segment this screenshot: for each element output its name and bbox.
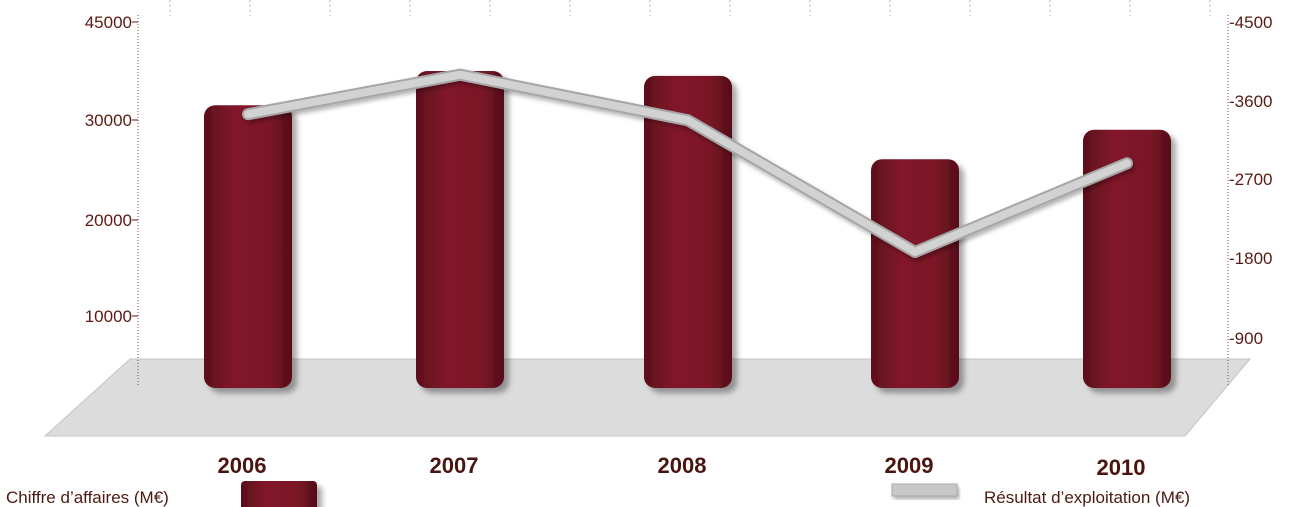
bar-2006 (204, 105, 292, 389)
legend-swatch-line (891, 483, 958, 497)
right-tick-label: -3600 (1229, 92, 1272, 111)
bar-2009 (871, 159, 959, 388)
bar-2010 (1083, 129, 1171, 389)
left-axis-ticks: 45000 30000 20000 10000 (85, 13, 138, 326)
category-labels: 2006 2007 2008 2009 2010 (218, 453, 1146, 480)
category-label-2008: 2008 (658, 453, 707, 478)
left-tick-label: 30000 (85, 111, 132, 130)
line-point-2008 (687, 119, 689, 122)
bars-layer (204, 71, 1171, 389)
category-label-2009: 2009 (885, 453, 934, 478)
category-label-2006: 2006 (218, 453, 267, 478)
bar-2008 (644, 75, 732, 389)
legend: Chiffre d’affaires (M€) Résultat d’explo… (6, 481, 1190, 507)
line-point-2007 (459, 73, 461, 76)
right-tick-label: -1800 (1229, 249, 1272, 268)
right-tick-label: -900 (1229, 329, 1263, 348)
category-label-2010: 2010 (1097, 455, 1146, 480)
legend-label-line: Résultat d’exploitation (M€) (984, 488, 1190, 507)
category-label-2007: 2007 (430, 453, 479, 478)
right-tick-label: -4500 (1229, 13, 1272, 32)
legend-label-bar: Chiffre d’affaires (M€) (6, 488, 169, 507)
left-tick-label: 20000 (85, 211, 132, 230)
line-layer (242, 68, 1133, 258)
right-tick-label: -2700 (1229, 170, 1272, 189)
gridlines (169, 0, 1211, 16)
left-tick-label: 45000 (85, 13, 132, 32)
right-axis-ticks: -4500 -3600 -2700 -1800 -900 (1229, 13, 1272, 348)
bar-2007 (416, 71, 504, 388)
legend-swatch-bar (241, 481, 317, 507)
line-point-2010 (1126, 162, 1128, 165)
line-point-2006 (247, 113, 249, 116)
line-point-2009 (914, 250, 916, 253)
left-tick-label: 10000 (85, 307, 132, 326)
